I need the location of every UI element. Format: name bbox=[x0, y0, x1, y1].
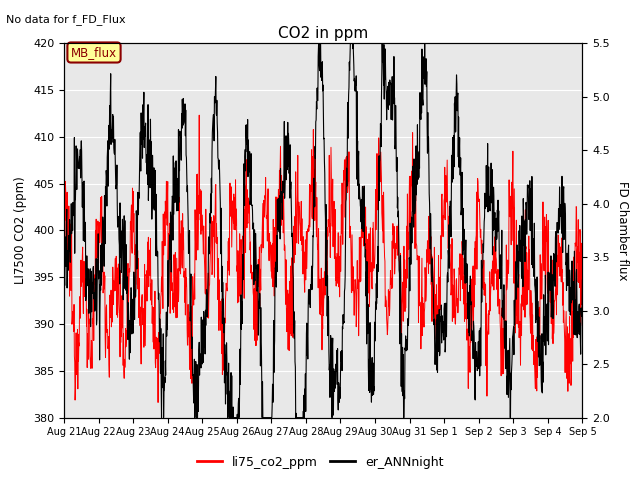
Text: No data for f_FD_Flux: No data for f_FD_Flux bbox=[6, 14, 126, 25]
Y-axis label: FD Chamber flux: FD Chamber flux bbox=[616, 180, 629, 280]
Y-axis label: LI7500 CO2 (ppm): LI7500 CO2 (ppm) bbox=[15, 177, 28, 284]
Legend: li75_co2_ppm, er_ANNnight: li75_co2_ppm, er_ANNnight bbox=[191, 451, 449, 474]
Title: CO2 in ppm: CO2 in ppm bbox=[278, 25, 369, 41]
Text: MB_flux: MB_flux bbox=[71, 46, 117, 59]
